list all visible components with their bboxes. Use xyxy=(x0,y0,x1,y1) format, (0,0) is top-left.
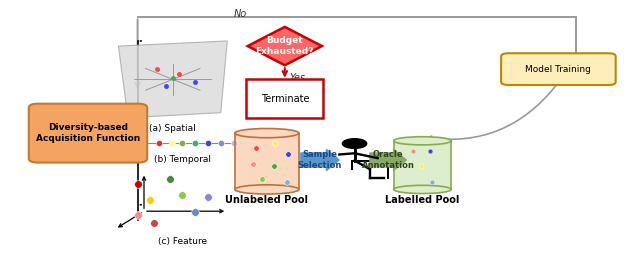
Text: (c) Feature: (c) Feature xyxy=(158,237,207,246)
Text: Diversity-based
Acquisition Function: Diversity-based Acquisition Function xyxy=(36,123,140,143)
Text: Yes: Yes xyxy=(290,73,306,83)
Text: (b) Temporal: (b) Temporal xyxy=(154,155,211,164)
Text: Model Training: Model Training xyxy=(525,65,591,74)
Text: Sample
Selection: Sample Selection xyxy=(298,150,342,170)
Text: Labelled Pool: Labelled Pool xyxy=(385,195,460,205)
Text: Budget
Exhausted?: Budget Exhausted? xyxy=(255,36,314,56)
Ellipse shape xyxy=(235,129,299,138)
Polygon shape xyxy=(118,41,227,118)
FancyBboxPatch shape xyxy=(29,104,147,163)
FancyBboxPatch shape xyxy=(246,79,323,118)
Ellipse shape xyxy=(394,185,451,194)
FancyBboxPatch shape xyxy=(501,53,616,85)
Polygon shape xyxy=(394,141,451,189)
Text: Unlabeled Pool: Unlabeled Pool xyxy=(225,195,308,205)
Circle shape xyxy=(342,139,367,148)
Text: (a) Spatial: (a) Spatial xyxy=(149,124,196,133)
FancyArrow shape xyxy=(301,150,339,170)
Polygon shape xyxy=(248,27,322,65)
Text: No: No xyxy=(234,9,246,19)
Ellipse shape xyxy=(394,137,451,145)
FancyArrow shape xyxy=(370,150,406,170)
Text: Oracle
Annotation: Oracle Annotation xyxy=(362,150,415,170)
Polygon shape xyxy=(235,133,299,189)
Ellipse shape xyxy=(235,185,299,194)
Text: Terminate: Terminate xyxy=(260,93,309,104)
